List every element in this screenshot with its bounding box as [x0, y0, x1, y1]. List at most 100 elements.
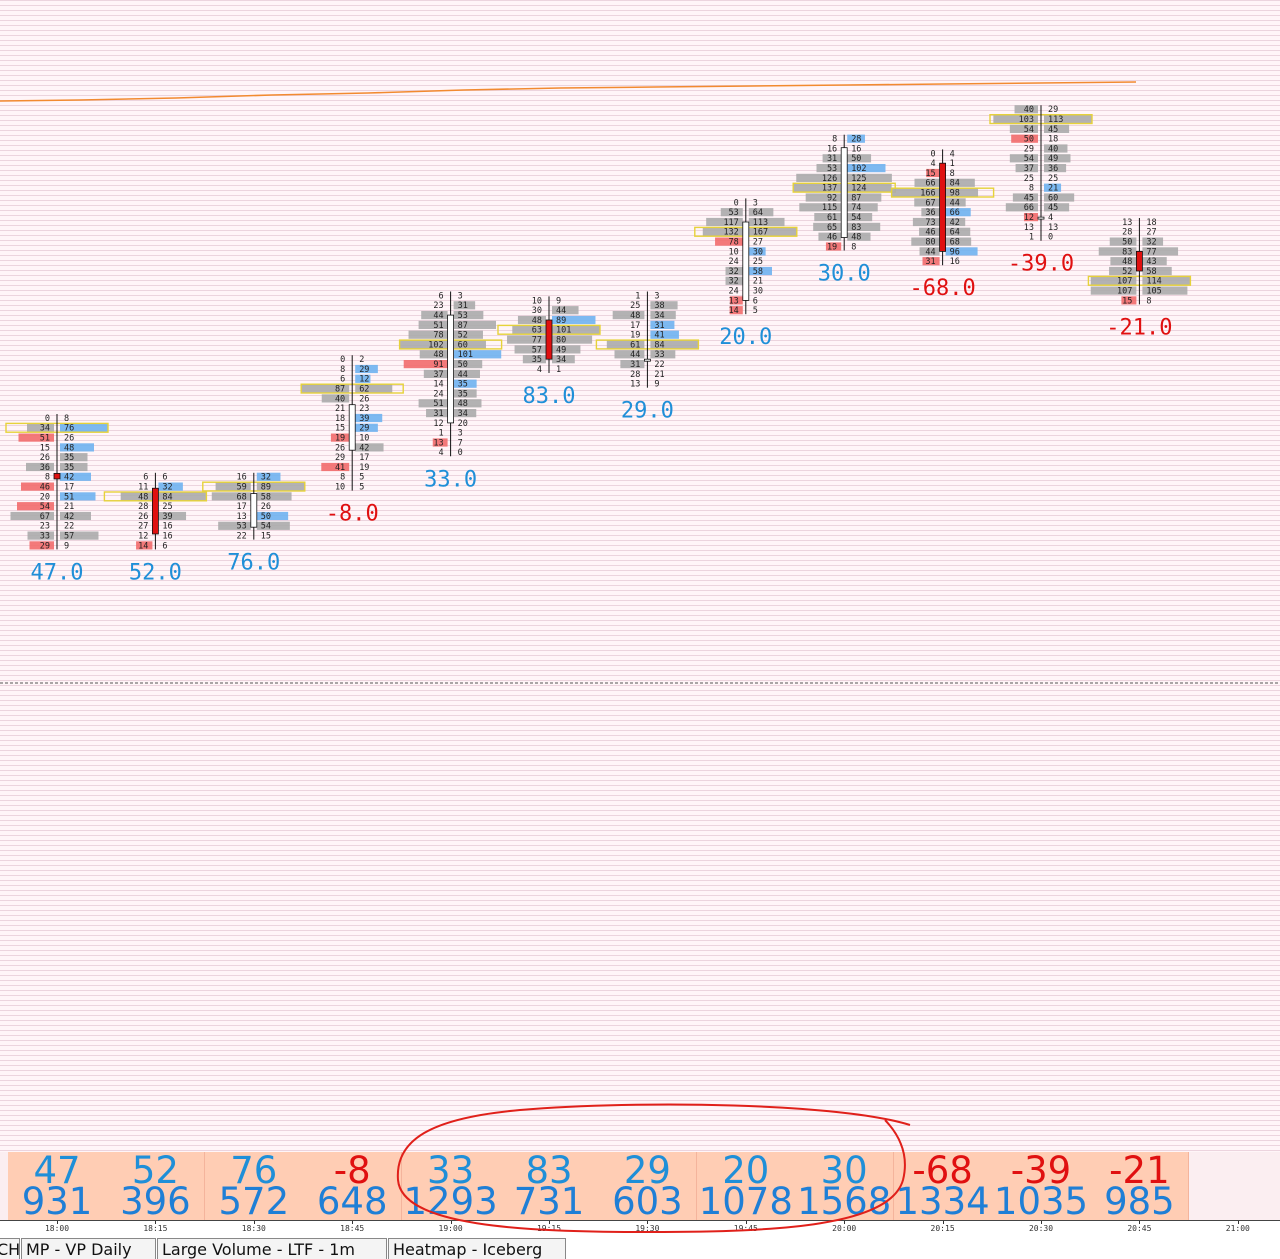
ask-volume-label: 76 [64, 424, 74, 434]
ask-volume-label: 0 [458, 448, 463, 458]
bid-volume-label: 61 [630, 340, 640, 350]
time-label: 18:15 [143, 1224, 168, 1233]
bid-volume-label: 77 [532, 336, 542, 346]
bid-volume-label: 53 [729, 208, 739, 218]
bid-volume-cell [725, 266, 743, 276]
candle-body [939, 162, 946, 252]
bid-volume-label: 50 [1024, 135, 1034, 145]
ask-volume-cell [453, 311, 484, 320]
time-tick [1041, 1221, 1042, 1224]
ask-volume-label: 4 [950, 149, 955, 159]
bid-volume-cell [706, 217, 743, 227]
ask-volume-cell [650, 330, 679, 339]
ask-volume-cell [748, 208, 774, 217]
bid-volume-label: 29 [1024, 144, 1034, 154]
bid-volume-label: 51 [433, 321, 443, 331]
ask-volume-cell [945, 247, 978, 256]
ask-volume-label: 89 [261, 483, 271, 493]
bid-volume-cell [612, 311, 645, 320]
bid-volume-cell [715, 237, 743, 246]
chart-tab[interactable]: Heatmap - Iceberg [388, 1238, 566, 1259]
footprint-chart-area[interactable]: 0 8 34 76 51 26 15 48 26 35 36 35 8 42 46 17 20 51 54 21 67 4… [0, 0, 1280, 1152]
bid-volume-cell [1009, 124, 1038, 133]
bid-volume-label: 23 [40, 522, 50, 532]
bid-volume-label: 54 [1024, 154, 1034, 164]
stat-volume-value: 572 [218, 1180, 290, 1223]
ask-volume-label: 77 [1146, 247, 1156, 257]
chart-tab[interactable]: CH [0, 1238, 20, 1259]
ask-volume-label: 35 [64, 463, 74, 473]
stat-volume-value: 1078 [698, 1180, 793, 1223]
time-tick [352, 1221, 354, 1224]
bid-volume-label: 11 [138, 483, 148, 493]
time-label: 19:45 [733, 1224, 758, 1233]
ask-volume-label: 0 [1048, 233, 1053, 243]
stat-column: 20 1078 [696, 1152, 796, 1223]
ask-volume-cell [60, 462, 88, 472]
bid-volume-cell [421, 311, 448, 320]
stat-column: 83 731 [500, 1152, 599, 1220]
bar-delta-label: 47.0 [31, 560, 84, 585]
ask-volume-cell [60, 453, 88, 462]
bid-volume-label: 26 [40, 453, 50, 463]
bid-volume-label: 48 [138, 492, 148, 502]
bid-volume-label: 10 [729, 247, 739, 257]
bar-delta-label: -8.0 [326, 502, 379, 527]
bid-volume-cell [211, 492, 251, 501]
candle-body [545, 319, 553, 360]
ask-volume-cell [453, 409, 477, 418]
ask-volume-label: 114 [1146, 277, 1161, 287]
ask-volume-cell [1044, 203, 1070, 212]
candle-body [742, 221, 750, 301]
bid-volume-label: 48 [630, 311, 640, 321]
ask-volume-label: 45 [1048, 203, 1058, 213]
ask-volume-cell [1142, 286, 1188, 295]
ask-volume-label: 48 [851, 233, 861, 243]
bid-volume-label: 44 [630, 350, 640, 360]
bid-volume-label: 21 [335, 404, 345, 414]
stat-column: -8 648 [303, 1152, 403, 1220]
bid-volume-label: 1 [438, 429, 443, 439]
time-label: 18:45 [340, 1224, 365, 1233]
bid-volume-label: 12 [1024, 213, 1034, 223]
ask-volume-cell [1044, 115, 1092, 124]
ask-volume-label: 42 [950, 218, 960, 228]
bid-volume-label: 17 [630, 321, 640, 331]
ask-volume-label: 30 [753, 247, 763, 257]
bid-volume-label: 10 [532, 296, 542, 306]
ask-volume-cell [453, 350, 502, 359]
ask-volume-cell [1142, 247, 1179, 256]
ask-volume-cell [552, 315, 596, 325]
ask-volume-label: 96 [950, 247, 960, 257]
bid-volume-label: 73 [925, 218, 935, 228]
stat-volume-value: 1334 [895, 1180, 990, 1223]
ask-volume-cell [256, 492, 292, 501]
time-axis[interactable]: 18:00 18:15 18:30 18:45 19:00 19:15 19:30 19:45… [0, 1220, 1280, 1237]
ask-volume-label: 28 [851, 135, 861, 145]
ask-volume-label: 34 [556, 355, 566, 365]
bid-volume-cell [1005, 203, 1038, 212]
stat-delta-value: 52 [131, 1149, 179, 1192]
bid-volume-label: 14 [138, 541, 148, 551]
bid-volume-cell [799, 203, 842, 212]
stat-volume-value: 931 [21, 1180, 93, 1223]
ask-volume-cell [453, 330, 483, 339]
bid-volume-label: 46 [40, 483, 50, 493]
ask-volume-label: 3 [458, 291, 463, 301]
ask-volume-label: 35 [458, 389, 468, 399]
bid-volume-cell [919, 227, 940, 236]
ask-volume-label: 41 [654, 331, 664, 341]
chart-tab[interactable]: Large Volume - LTF - 1m [157, 1238, 387, 1259]
chart-tab[interactable]: MP - VP Daily [21, 1238, 156, 1259]
ask-volume-cell [552, 345, 581, 354]
ask-volume-cell [552, 335, 593, 344]
bid-volume-label: 67 [40, 512, 50, 522]
bid-volume-label: 40 [1024, 105, 1034, 115]
ask-volume-cell [1142, 266, 1172, 276]
time-tick [942, 1221, 944, 1224]
ask-volume-cell [60, 531, 99, 540]
bid-volume-cell [891, 188, 940, 197]
ask-volume-cell [158, 511, 187, 521]
ask-volume-label: 29 [359, 365, 369, 375]
